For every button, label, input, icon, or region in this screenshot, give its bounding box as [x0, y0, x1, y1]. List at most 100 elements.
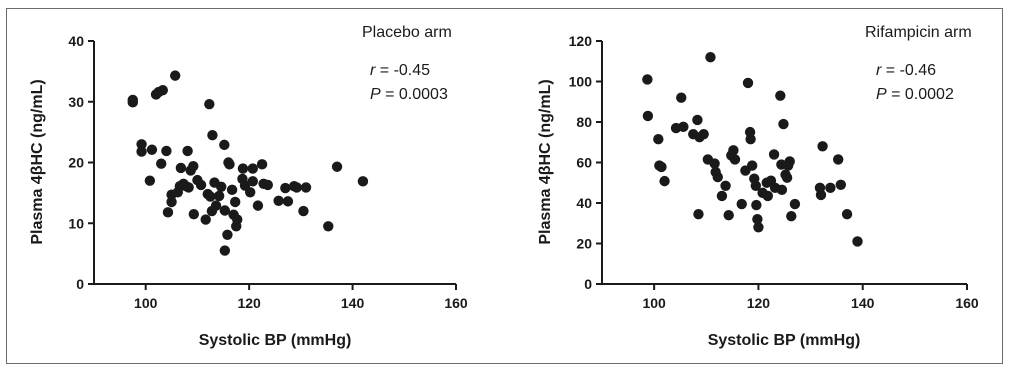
data-point — [219, 245, 231, 256]
data-point — [229, 196, 241, 208]
data-point — [745, 134, 756, 145]
x-tick-label: 160 — [955, 295, 979, 311]
data-point — [232, 214, 243, 225]
y-tick-label: 80 — [576, 114, 592, 130]
data-point — [656, 161, 667, 173]
data-point — [175, 162, 187, 174]
data-point — [835, 179, 847, 190]
data-point — [698, 128, 709, 140]
data-point — [841, 208, 853, 220]
data-point — [222, 229, 233, 240]
data-point — [262, 179, 273, 191]
x-tick-label: 120 — [237, 295, 261, 311]
p-statistic: P = 0.0002 — [876, 86, 954, 103]
data-points — [127, 70, 369, 256]
data-point — [712, 171, 723, 183]
y-tick-label: 0 — [76, 276, 84, 292]
data-point — [781, 172, 793, 183]
data-points — [642, 52, 863, 247]
y-tick-label: 10 — [68, 215, 84, 231]
data-point — [280, 182, 291, 194]
data-point — [224, 159, 235, 170]
y-axis-title: Plasma 4βHC (ng/mL) — [537, 79, 554, 244]
data-point — [720, 180, 731, 191]
data-point — [815, 189, 827, 201]
data-point — [705, 52, 716, 63]
data-point — [642, 74, 653, 85]
data-point — [784, 156, 795, 167]
data-point — [183, 182, 194, 193]
data-point — [762, 190, 774, 202]
data-point — [216, 181, 227, 192]
data-point — [678, 121, 689, 133]
data-point — [728, 145, 739, 156]
data-point — [709, 158, 720, 169]
data-point — [161, 145, 172, 157]
data-point — [247, 163, 258, 174]
data-point — [642, 110, 654, 122]
data-point — [692, 114, 703, 126]
data-point — [676, 92, 687, 103]
r-statistic: r = -0.46 — [876, 62, 936, 79]
x-axis-title: Systolic BP (mmHg) — [708, 332, 861, 349]
data-point — [716, 190, 728, 202]
data-point — [195, 179, 207, 191]
y-tick-label: 60 — [576, 155, 592, 171]
data-point — [188, 160, 199, 172]
data-point — [156, 158, 167, 169]
data-point — [357, 176, 369, 187]
data-point — [736, 198, 747, 210]
data-point — [776, 184, 788, 196]
placebo-scatter-panel: Placebo arm r = -0.45 P = 0.0003 Systoli… — [29, 24, 468, 349]
data-point — [778, 118, 789, 130]
data-point — [136, 146, 147, 157]
data-point — [825, 182, 836, 194]
x-tick-label: 120 — [747, 295, 771, 311]
data-point — [817, 141, 828, 152]
data-point — [200, 214, 211, 225]
data-point — [751, 199, 762, 211]
data-point — [723, 209, 734, 221]
data-point — [237, 163, 249, 174]
data-point — [127, 97, 138, 108]
data-point — [323, 221, 334, 232]
data-point — [273, 195, 284, 206]
x-axis-title: Systolic BP (mmHg) — [199, 332, 352, 349]
y-tick-label: 40 — [576, 195, 592, 211]
data-point — [291, 182, 302, 193]
x-tick-label: 100 — [642, 295, 666, 311]
data-point — [742, 77, 754, 89]
data-point — [144, 175, 156, 186]
r-statistic: r = -0.45 — [370, 62, 430, 79]
data-point — [753, 222, 764, 233]
data-point — [244, 187, 256, 198]
data-point — [207, 129, 218, 141]
data-point — [331, 161, 343, 172]
data-point — [252, 200, 264, 211]
axes: 100 120 140 160 0 20 40 60 80 100 120 — [569, 33, 979, 311]
data-point — [219, 205, 231, 216]
data-point — [136, 139, 147, 150]
data-point — [213, 190, 225, 202]
data-point — [247, 176, 258, 187]
data-point — [169, 70, 181, 81]
x-tick-label: 140 — [341, 295, 365, 311]
y-tick-label: 20 — [68, 155, 84, 171]
x-tick-label: 160 — [444, 295, 468, 311]
data-point — [789, 198, 801, 210]
data-point — [146, 144, 158, 155]
y-tick-label: 120 — [569, 33, 593, 49]
data-point — [282, 196, 294, 207]
data-point — [746, 160, 758, 171]
y-tick-label: 20 — [576, 236, 592, 252]
data-point — [752, 214, 763, 225]
data-point — [786, 210, 797, 222]
data-point — [219, 139, 230, 151]
data-point — [300, 182, 312, 193]
data-point — [205, 191, 216, 202]
data-point — [659, 175, 670, 187]
data-point — [226, 184, 238, 196]
data-point — [256, 159, 268, 170]
figure-border — [6, 8, 1003, 364]
data-point — [852, 236, 863, 247]
